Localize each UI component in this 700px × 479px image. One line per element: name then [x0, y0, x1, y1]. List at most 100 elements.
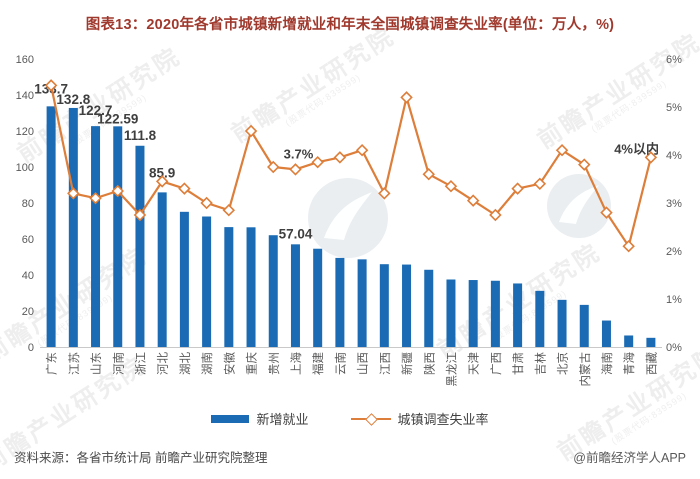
y-axis-right-tick: 3% — [666, 198, 682, 210]
line-point-marker — [333, 151, 347, 164]
line-point-marker — [400, 91, 413, 104]
x-axis-label: 湖北 — [178, 352, 192, 375]
bar-value-label: 132.8 — [56, 92, 90, 107]
x-axis-label: 江西 — [379, 352, 392, 375]
watermark-logo-icon — [547, 174, 611, 238]
bar — [224, 227, 234, 347]
bar — [335, 257, 345, 347]
x-axis-label: 河南 — [111, 352, 125, 375]
line-point-marker — [267, 160, 280, 174]
x-axis-label: 海南 — [600, 352, 614, 375]
x-axis-label: 广西 — [490, 352, 503, 375]
line-point-marker — [422, 167, 435, 181]
bar-value-label: 122.59 — [97, 111, 138, 126]
bar — [68, 107, 78, 348]
bar — [202, 216, 212, 347]
line-point-marker — [289, 163, 302, 176]
line-point-marker — [155, 175, 169, 188]
bar — [179, 211, 189, 347]
x-axis-label: 广东 — [46, 352, 59, 375]
y-axis-right-tick: 5% — [666, 102, 682, 114]
y-axis-right-tick: 6% — [666, 54, 682, 66]
line-point-marker — [466, 194, 480, 207]
bar-value-label: 85.9 — [149, 165, 175, 180]
bar — [91, 126, 101, 347]
bar — [557, 299, 567, 347]
bar — [357, 259, 367, 347]
bar — [402, 264, 412, 347]
bar — [290, 244, 300, 347]
x-axis-label: 黑龙江 — [445, 352, 458, 387]
x-axis-label: 山东 — [90, 352, 103, 375]
x-axis-label: 陕西 — [422, 352, 436, 375]
bar — [157, 192, 167, 347]
x-axis-label: 内蒙古 — [578, 352, 592, 387]
bar-value-label: 111.8 — [124, 128, 157, 143]
legend: 新增就业 城镇调查失业率 — [0, 409, 700, 428]
bar — [490, 280, 500, 347]
y-axis-left-tick: 120 — [16, 126, 34, 138]
x-axis-label: 西藏 — [645, 352, 658, 375]
line-point-marker — [111, 184, 124, 198]
bar — [113, 126, 123, 347]
bar — [624, 335, 634, 347]
legend-line-swatch-icon — [350, 412, 391, 426]
x-axis-label: 新疆 — [400, 352, 414, 375]
bar — [246, 227, 256, 347]
point-value-label: 4%以内 — [614, 141, 659, 156]
bar — [135, 145, 145, 347]
line-point-marker — [533, 177, 547, 191]
y-axis-left-tick: 160 — [16, 54, 34, 66]
bar — [379, 264, 389, 347]
legend-label: 新增就业 — [256, 412, 309, 427]
y-axis-left-tick: 140 — [16, 90, 34, 102]
line-point-marker — [133, 208, 147, 222]
x-axis-label: 福建 — [311, 352, 325, 375]
x-axis-label: 安徽 — [222, 352, 236, 375]
y-axis-right-tick: 2% — [666, 246, 682, 258]
y-axis-left-tick: 100 — [16, 162, 34, 174]
line-point-marker — [600, 206, 613, 219]
line-point-marker — [178, 182, 191, 195]
x-axis-label: 贵州 — [268, 352, 281, 375]
bar — [535, 290, 545, 347]
y-axis-left-tick: 40 — [22, 270, 34, 282]
line-point-marker — [67, 187, 80, 200]
bar — [424, 269, 434, 347]
watermark-text: 前瞻产业研究院 (股票代码:839599) — [432, 238, 607, 365]
line-point-marker — [89, 191, 102, 205]
line-point-marker — [355, 143, 369, 157]
x-axis-label: 河北 — [157, 352, 170, 375]
line-point-marker — [489, 208, 502, 222]
watermark-text: 前瞻产业研究院 (股票代码:839599) — [226, 22, 401, 149]
credit-note: @前瞻经济学人APP — [573, 451, 686, 465]
y-axis-right-tick: 1% — [666, 294, 682, 306]
x-axis-label: 天津 — [468, 352, 481, 375]
bar — [468, 280, 478, 347]
line-point-marker — [378, 187, 391, 200]
bar — [513, 283, 523, 347]
bar-value-label: 133.7 — [34, 81, 68, 96]
x-axis-label: 云南 — [333, 352, 347, 375]
point-value-label: 3.7% — [284, 146, 314, 161]
line-point-marker — [44, 79, 58, 92]
line-point-marker — [644, 151, 658, 164]
bar-value-label: 57.04 — [279, 226, 313, 241]
legend-item-new-jobs: 新增就业 — [211, 409, 309, 428]
bar — [646, 337, 656, 347]
line-point-marker — [578, 158, 591, 171]
legend-label: 城镇调查失业率 — [397, 412, 489, 427]
line-point-marker — [622, 239, 635, 253]
line-point-marker — [555, 143, 569, 157]
x-axis-label: 重庆 — [245, 352, 259, 375]
x-axis-label: 上海 — [289, 352, 303, 375]
line-point-marker — [200, 196, 213, 210]
bar — [579, 304, 589, 347]
y-axis-left-tick: 20 — [22, 306, 34, 318]
footer: 资料来源：各省市统计局 前瞻产业研究院整理 @前瞻经济学人APP — [0, 447, 700, 466]
y-axis-left-tick: 0 — [28, 342, 34, 354]
y-axis-right-tick: 0% — [666, 342, 682, 354]
watermark-logo-icon — [308, 178, 388, 258]
x-axis-label: 吉林 — [533, 352, 547, 375]
